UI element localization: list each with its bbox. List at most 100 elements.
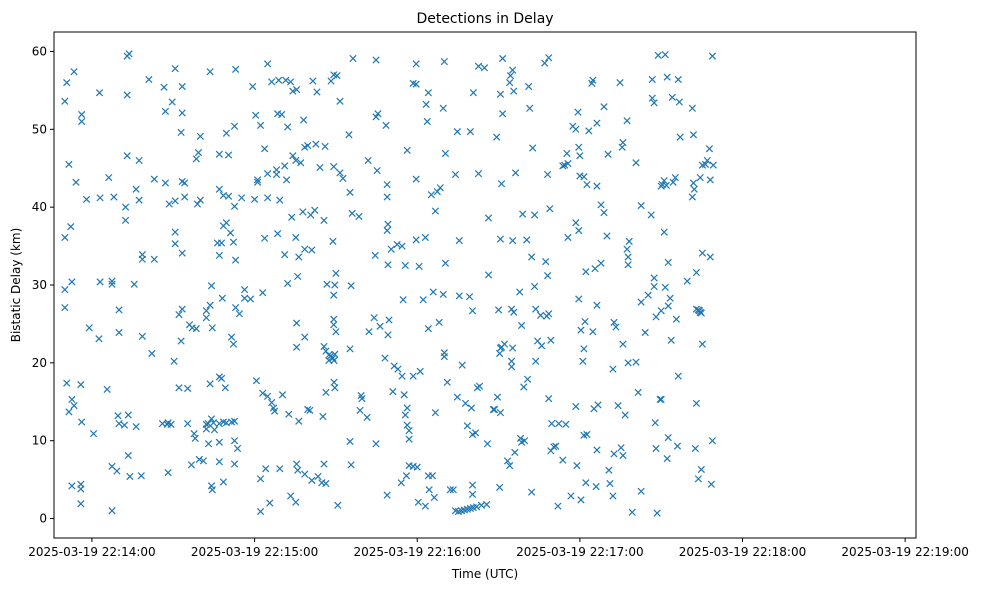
data-point	[320, 342, 328, 351]
data-point	[227, 333, 236, 341]
data-point	[632, 358, 640, 366]
data-point	[412, 60, 420, 68]
data-point	[110, 193, 118, 201]
data-point	[431, 207, 440, 215]
data-point	[77, 500, 85, 508]
data-point	[572, 402, 580, 411]
data-point	[439, 104, 447, 112]
data-point	[484, 214, 493, 222]
data-point	[564, 159, 572, 168]
data-point	[387, 245, 395, 253]
data-point	[493, 133, 501, 141]
data-point	[364, 156, 372, 165]
data-point	[103, 385, 111, 393]
data-point	[67, 222, 75, 231]
data-point	[662, 181, 670, 189]
data-point	[177, 337, 185, 345]
data-point	[412, 175, 420, 183]
data-point	[346, 437, 354, 446]
data-point	[215, 419, 223, 428]
y-tick-label: 40	[32, 200, 47, 214]
data-point	[698, 340, 707, 348]
data-point	[428, 472, 437, 480]
data-point	[673, 442, 682, 450]
data-point	[235, 310, 244, 318]
data-point	[530, 282, 539, 291]
data-point	[431, 409, 440, 417]
data-point	[546, 205, 554, 213]
data-point	[233, 444, 242, 453]
data-point	[507, 363, 516, 371]
data-point	[617, 444, 625, 452]
data-point	[384, 331, 392, 339]
data-point	[217, 374, 226, 383]
data-point	[301, 245, 309, 253]
data-point	[114, 412, 122, 420]
data-point	[506, 71, 515, 80]
data-point	[348, 209, 356, 218]
y-tick-label: 50	[32, 122, 47, 136]
data-point	[322, 479, 330, 488]
data-point	[468, 481, 477, 489]
data-point	[496, 90, 505, 98]
data-point	[466, 128, 474, 136]
data-point	[297, 159, 305, 167]
data-point	[215, 458, 223, 466]
data-point	[336, 97, 344, 105]
data-point	[165, 200, 173, 208]
data-point	[282, 76, 290, 84]
data-point	[538, 342, 546, 350]
data-point	[321, 142, 329, 151]
data-point	[618, 143, 626, 151]
data-point	[150, 175, 158, 183]
data-point	[593, 301, 601, 309]
data-point	[108, 277, 116, 285]
data-point	[215, 438, 223, 446]
data-point	[498, 54, 507, 63]
data-point	[563, 149, 571, 158]
data-point	[284, 123, 292, 131]
data-point	[600, 208, 608, 217]
data-point	[623, 245, 631, 253]
data-point	[688, 193, 696, 201]
data-point	[187, 461, 196, 469]
data-point	[229, 340, 238, 348]
data-point	[527, 253, 536, 261]
data-point	[333, 71, 341, 80]
data-point	[402, 472, 411, 480]
data-point	[624, 261, 632, 269]
data-point	[289, 87, 297, 95]
data-point	[78, 117, 86, 126]
data-point	[256, 507, 265, 516]
data-point	[593, 119, 601, 127]
data-point	[196, 196, 205, 204]
data-point	[550, 443, 558, 451]
data-point	[543, 272, 552, 280]
data-point	[285, 410, 293, 418]
data-point	[582, 268, 590, 276]
data-point	[483, 440, 492, 448]
data-point	[207, 282, 216, 290]
data-point	[409, 372, 417, 380]
data-point	[541, 59, 549, 67]
data-point	[282, 176, 291, 184]
data-point	[256, 121, 265, 130]
data-point	[582, 479, 590, 487]
data-point	[123, 152, 131, 160]
x-tick-label: 2025-03-19 22:17:00	[516, 545, 643, 559]
data-point	[96, 194, 104, 202]
data-point	[160, 83, 168, 91]
data-point	[606, 479, 614, 488]
data-point	[424, 324, 432, 333]
data-point	[219, 478, 228, 486]
data-point	[330, 163, 338, 171]
data-point	[301, 470, 309, 478]
data-point	[559, 162, 567, 170]
data-point	[589, 328, 597, 336]
data-point	[224, 192, 233, 200]
data-point	[384, 261, 392, 269]
data-point	[625, 237, 633, 246]
data-point	[195, 455, 203, 463]
data-point	[320, 216, 328, 225]
data-point	[121, 203, 130, 211]
